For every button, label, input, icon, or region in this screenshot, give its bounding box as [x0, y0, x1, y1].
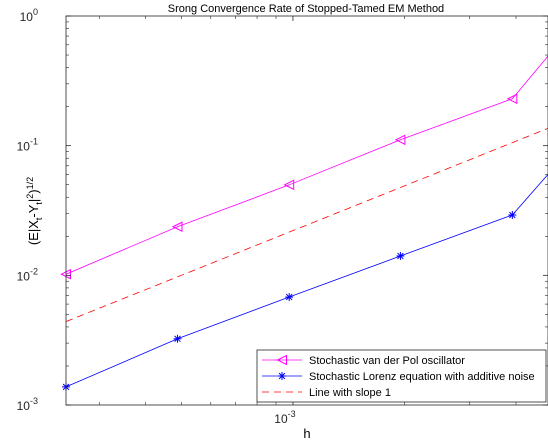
x-axis-label: h	[303, 426, 310, 441]
axis-ticks: 10-3 10-2 10-1 100 10-3	[17, 7, 548, 426]
data-point-0-2	[283, 179, 295, 191]
data-point-1-3	[396, 251, 405, 260]
legend-label-0: Stochastic van der Pol oscillator	[309, 355, 465, 367]
legend: Stochastic van der Pol oscillator Stochas…	[256, 349, 547, 403]
data-point-1-4	[508, 210, 517, 219]
series-line-0	[66, 55, 548, 275]
data-point-1-1	[173, 334, 182, 343]
legend-box	[256, 349, 547, 403]
legend-marker-0	[276, 354, 287, 366]
chart-title: Srong Convergence Rate of Stopped-Tamed …	[168, 3, 444, 15]
y-tick-label: 10-2	[17, 266, 38, 283]
legend-label-1: Stochastic Lorenz equation with additive…	[309, 371, 535, 383]
x-tick-label: 10-3	[274, 409, 295, 426]
data-point-1-2	[285, 293, 294, 302]
series-line-2	[66, 127, 548, 322]
data-point-0-1	[171, 221, 183, 233]
y-tick-label: 10-1	[17, 137, 38, 154]
series-line-1	[66, 174, 548, 388]
legend-label-2: Line with slope 1	[309, 387, 391, 399]
plot-frame	[65, 15, 548, 406]
plot-background	[66, 16, 548, 405]
legend-marker-1	[278, 372, 286, 380]
y-axis-label: (E|Xt-Yt|2)1/2	[25, 177, 44, 245]
data-point-0-3	[394, 134, 406, 146]
y-tick-label: 100	[20, 7, 38, 24]
data-point-0-4	[506, 93, 518, 105]
y-tick-label: 10-3	[17, 396, 38, 413]
plot-area	[60, 15, 548, 406]
